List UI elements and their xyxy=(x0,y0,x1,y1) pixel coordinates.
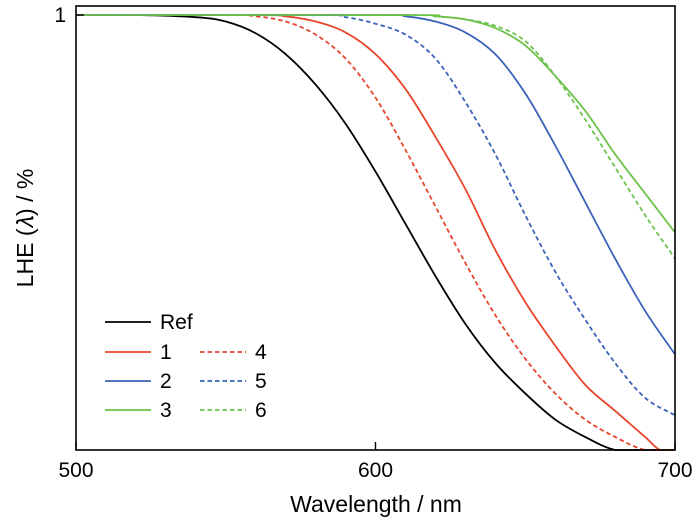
series-line-ref xyxy=(75,13,675,451)
ticks-layer: 500 600 700 1 xyxy=(54,4,692,482)
legend-label-1: 1 xyxy=(160,341,172,364)
legend: Ref 1 2 3 4 5 6 xyxy=(105,311,267,422)
series-line-2 xyxy=(75,14,676,355)
legend-label-ref: Ref xyxy=(160,311,193,334)
x-tick-label-600: 600 xyxy=(358,459,393,482)
legend-label-6: 6 xyxy=(255,399,267,422)
series-line-4 xyxy=(75,14,675,451)
series-line-6 xyxy=(75,14,676,260)
legend-label-5: 5 xyxy=(255,370,267,393)
series-layer xyxy=(75,13,676,451)
series-line-1 xyxy=(75,14,675,451)
x-tick-label-500: 500 xyxy=(58,459,93,482)
series-line-5 xyxy=(75,13,676,416)
y-axis-title: LHE (𝜆) / % xyxy=(12,169,38,288)
legend-label-2: 2 xyxy=(160,370,172,393)
x-tick-label-700: 700 xyxy=(657,459,692,482)
x-axis-title: Wavelength / nm xyxy=(290,491,462,517)
legend-label-4: 4 xyxy=(255,341,267,364)
series-line-3 xyxy=(75,14,676,234)
legend-label-3: 3 xyxy=(160,399,172,422)
y-tick-label-1: 1 xyxy=(54,4,66,27)
